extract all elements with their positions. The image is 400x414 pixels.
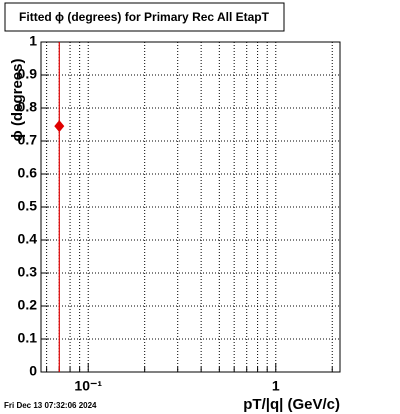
y-tick-label: 0 bbox=[29, 363, 37, 379]
x-tick-label: 10⁻¹ bbox=[74, 378, 102, 394]
y-tick-label: 0.9 bbox=[18, 66, 38, 82]
y-tick-label: 0.5 bbox=[18, 198, 38, 214]
y-tick-label: 0.7 bbox=[18, 132, 38, 148]
y-tick-label: 1 bbox=[29, 33, 37, 49]
title-box bbox=[4, 2, 285, 32]
y-tick-label: 0.8 bbox=[18, 99, 38, 115]
y-tick-label: 0.4 bbox=[18, 231, 38, 247]
x-axis-label: pT/|q| (GeV/c) bbox=[243, 396, 340, 413]
y-tick-label: 0.1 bbox=[18, 330, 38, 346]
y-tick-label: 0.2 bbox=[18, 297, 38, 313]
x-tick-label: 1 bbox=[272, 378, 280, 394]
y-tick-label: 0.3 bbox=[18, 264, 38, 280]
plot-frame bbox=[40, 41, 341, 373]
data-point bbox=[54, 120, 65, 133]
chart-title: Fitted ϕ (degrees) for Primary Rec All E… bbox=[19, 10, 270, 24]
footer: Fri Dec 13 07:32:06 2024 bbox=[4, 401, 97, 410]
y-tick-label: 0.6 bbox=[18, 165, 38, 181]
y-axis-label: ϕ (degrees) bbox=[9, 59, 26, 142]
